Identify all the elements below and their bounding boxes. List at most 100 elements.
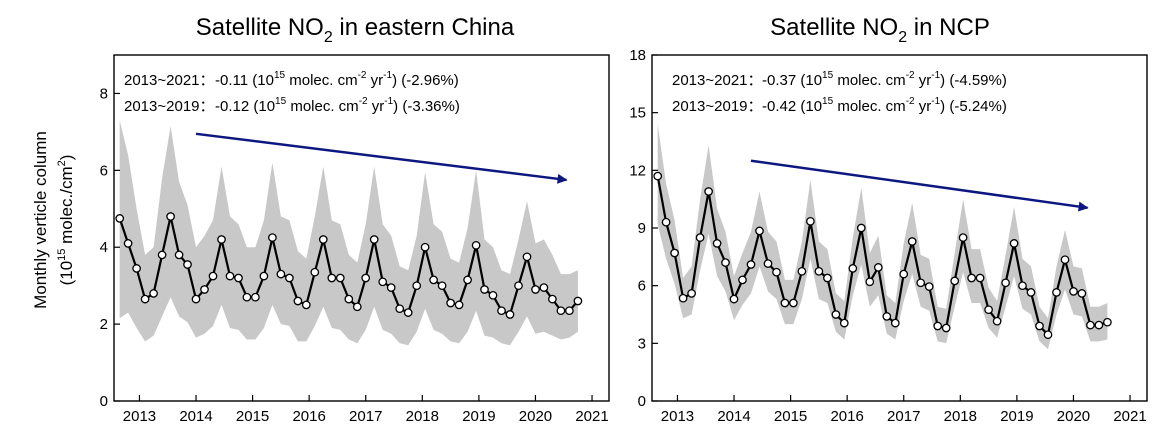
data-point [1043,330,1053,340]
y-tick-label: 2 [100,316,108,333]
y-tick-label: 9 [638,220,646,237]
data-point [772,267,781,277]
data-point [454,300,464,310]
data-point [916,278,926,288]
data-point [285,273,294,283]
x-tick-label: 2020 [1057,408,1090,425]
data-point [318,235,328,244]
x-tick-label: 2019 [462,408,495,425]
data-point [1001,278,1010,288]
data-point [251,292,260,302]
data-point [907,237,917,246]
y-tick-label: 18 [629,47,646,64]
data-point [191,294,201,304]
y-axis-unit: (1015 molec./cm2) [56,155,76,286]
data-point [1026,288,1036,297]
x-tick-label: 2021 [575,408,608,425]
data-point [123,239,133,248]
trend-annotation-2013-2021: 2013~2021：-0.11 (1015 molec. cm-2 yr-1) … [124,70,459,89]
data-point [174,250,184,260]
data-point [823,273,832,283]
data-point [480,285,489,294]
data-point [814,266,824,276]
plot-frame [113,54,610,402]
y-tick-label: 15 [629,105,646,122]
data-point [831,310,841,319]
data-point [1094,320,1104,330]
data-point [933,321,943,331]
x-tick-label: 2021 [1113,408,1146,425]
data-point [420,242,430,252]
data-point [1086,320,1095,330]
data-point [395,304,405,314]
x-tick-label: 2016 [292,408,325,425]
data-point [200,285,209,294]
trend-annotation-2013-2021: 2013~2021：-0.37 (1015 molec. cm-2 yr-1) … [672,70,1007,89]
data-point [565,306,574,316]
x-tick-label: 2014 [717,408,750,425]
data-point [378,277,388,287]
y-tick-label: 4 [100,239,108,256]
data-point [1035,321,1044,331]
data-point [149,289,158,298]
data-point [259,271,269,281]
y-tick-label: 8 [100,85,108,102]
data-point [327,273,337,283]
data-point [865,277,875,287]
data-point [217,235,226,244]
x-tick-label: 2020 [519,408,552,425]
data-point [687,289,696,298]
data-point [429,275,438,285]
data-point [301,300,311,310]
y-tick-label: 0 [100,393,108,410]
data-point [653,171,663,181]
x-tick-label: 2018 [944,408,977,425]
data-point [992,316,1002,326]
data-point [924,282,934,291]
data-point [548,294,557,304]
x-tick-label: 2015 [236,408,269,425]
x-tick-label: 2017 [349,408,382,425]
data-point [505,310,515,319]
data-point [132,264,141,273]
data-point [797,266,807,276]
x-tick-label: 2016 [830,408,863,425]
x-tick-label: 2018 [406,408,439,425]
data-point [941,323,951,333]
data-point [310,267,320,277]
y-tick-label: 6 [638,278,646,295]
data-point [873,263,883,272]
data-point [369,235,379,244]
range-band [657,124,1108,350]
trend-arrow [750,159,1089,212]
data-point [704,187,713,196]
data-point [531,285,540,294]
trend-annotation-2013-2019: 2013~2019：-0.12 (1015 molec. cm-2 yr-1) … [124,96,460,115]
data-point [276,269,286,279]
x-tick-label: 2013 [123,408,156,425]
data-point [446,298,455,308]
data-point [1018,281,1027,291]
data-point [403,308,413,317]
data-point [183,260,192,269]
data-point [335,273,345,283]
data-point [386,283,396,292]
data-point [670,248,679,258]
y-tick-label: 0 [638,393,646,410]
data-point [975,273,985,283]
data-point [497,306,506,316]
data-point [268,233,277,242]
data-point [661,217,671,227]
data-point [157,250,167,260]
data-point [234,273,243,283]
data-point [225,271,235,281]
data-point [1077,289,1087,298]
x-tick-label: 2017 [887,408,920,425]
data-point [361,273,371,283]
x-tick-label: 2019 [1000,408,1033,425]
data-point [721,258,730,267]
data-point [789,298,798,308]
trend-arrow [195,132,568,184]
data-point [755,226,764,236]
